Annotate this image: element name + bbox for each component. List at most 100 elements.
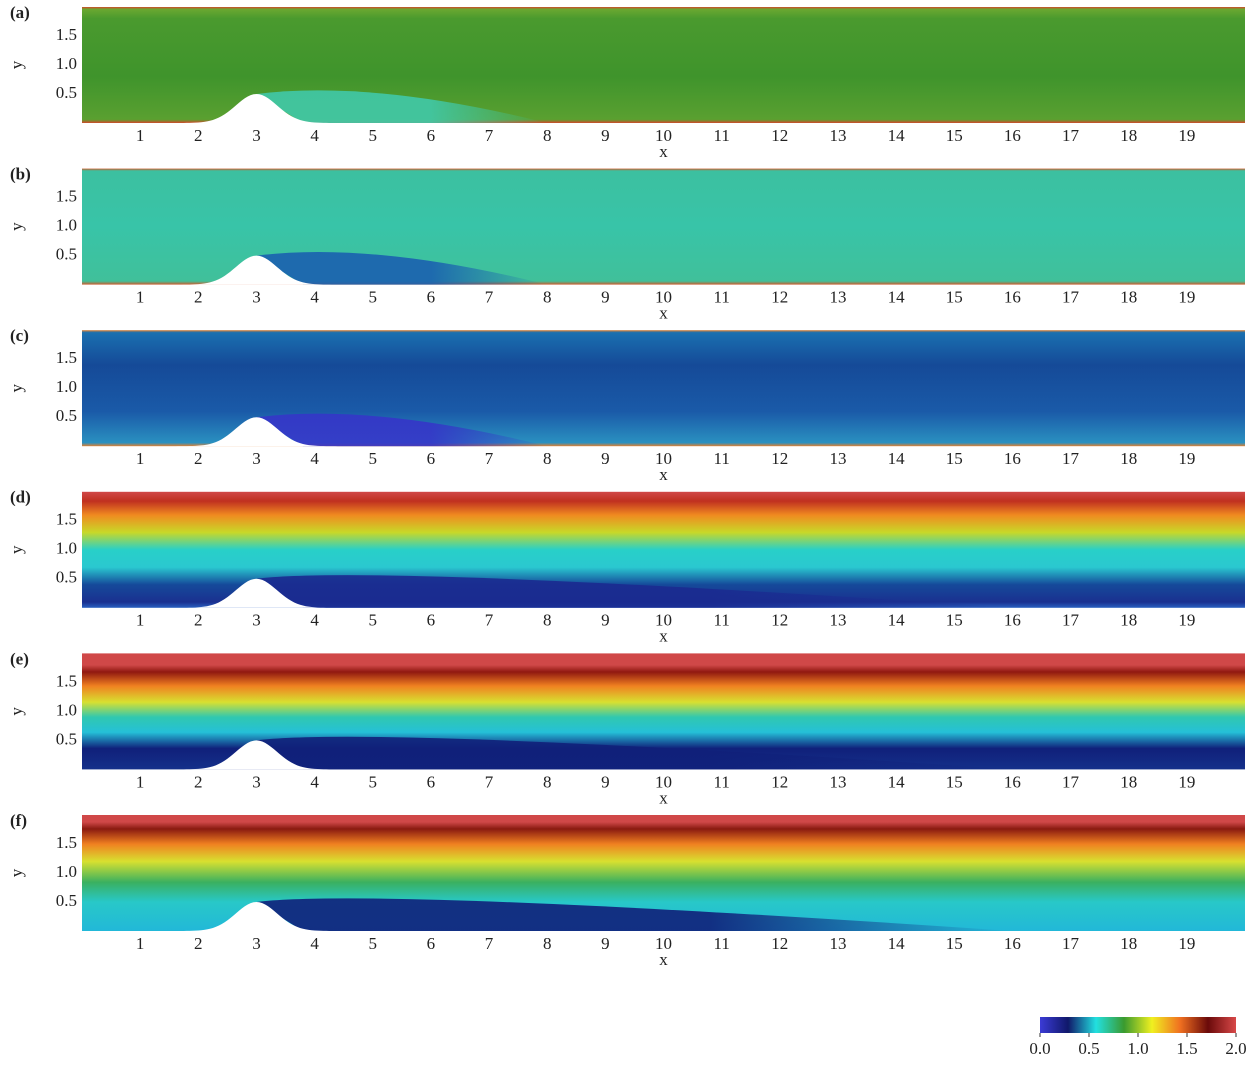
panel-label: (c) bbox=[10, 326, 29, 345]
colorbar bbox=[1040, 1017, 1236, 1033]
x-tick-label: 4 bbox=[310, 126, 319, 145]
y-axis-label: y bbox=[7, 868, 26, 877]
panel-label: (f) bbox=[10, 811, 27, 830]
x-tick-label: 2 bbox=[194, 288, 203, 307]
x-tick-label: 16 bbox=[1004, 126, 1021, 145]
x-tick-label: 5 bbox=[369, 288, 378, 307]
colorbar-tick-label: 1.5 bbox=[1176, 1039, 1197, 1058]
y-tick-label: 1.0 bbox=[56, 54, 77, 73]
x-tick-label: 9 bbox=[601, 126, 610, 145]
x-tick-label: 19 bbox=[1178, 772, 1195, 791]
figure: (a)yx123456789101112131415161718190.51.0… bbox=[0, 0, 1260, 1063]
x-tick-label: 6 bbox=[427, 288, 436, 307]
x-tick-label: 13 bbox=[829, 449, 846, 468]
y-axis-label: y bbox=[7, 222, 26, 231]
panel-label: (d) bbox=[10, 488, 31, 507]
y-tick-label: 1.5 bbox=[56, 25, 77, 44]
colorbar-tick-label: 0.0 bbox=[1029, 1039, 1050, 1058]
x-tick-label: 6 bbox=[427, 611, 436, 630]
x-tick-label: 5 bbox=[369, 449, 378, 468]
x-tick-label: 15 bbox=[946, 934, 963, 953]
x-tick-label: 12 bbox=[771, 934, 788, 953]
x-tick-label: 1 bbox=[136, 772, 145, 791]
x-tick-label: 6 bbox=[427, 126, 436, 145]
y-tick-label: 0.5 bbox=[56, 83, 77, 102]
x-tick-label: 5 bbox=[369, 611, 378, 630]
x-tick-label: 3 bbox=[252, 611, 261, 630]
x-tick-label: 5 bbox=[369, 772, 378, 791]
x-tick-label: 1 bbox=[136, 611, 145, 630]
x-tick-label: 11 bbox=[713, 288, 729, 307]
x-tick-label: 10 bbox=[655, 449, 672, 468]
x-tick-label: 8 bbox=[543, 126, 552, 145]
x-tick-label: 13 bbox=[829, 934, 846, 953]
x-tick-label: 17 bbox=[1062, 288, 1080, 307]
x-tick-label: 9 bbox=[601, 611, 610, 630]
x-tick-label: 8 bbox=[543, 934, 552, 953]
x-tick-label: 3 bbox=[252, 449, 261, 468]
x-tick-label: 10 bbox=[655, 288, 672, 307]
x-tick-label: 18 bbox=[1120, 772, 1137, 791]
x-tick-label: 8 bbox=[543, 772, 552, 791]
x-tick-label: 11 bbox=[713, 772, 729, 791]
x-tick-label: 10 bbox=[655, 611, 672, 630]
x-tick-label: 2 bbox=[194, 449, 203, 468]
y-axis-label: y bbox=[7, 60, 26, 69]
x-tick-label: 7 bbox=[485, 934, 494, 953]
x-tick-label: 18 bbox=[1120, 934, 1137, 953]
x-tick-label: 13 bbox=[829, 126, 846, 145]
x-tick-label: 11 bbox=[713, 611, 729, 630]
x-tick-label: 13 bbox=[829, 772, 846, 791]
x-tick-label: 11 bbox=[713, 449, 729, 468]
x-tick-label: 19 bbox=[1178, 288, 1195, 307]
x-tick-label: 9 bbox=[601, 772, 610, 791]
x-tick-label: 7 bbox=[485, 126, 494, 145]
x-tick-label: 7 bbox=[485, 772, 494, 791]
x-tick-label: 12 bbox=[771, 611, 788, 630]
x-tick-label: 11 bbox=[713, 126, 729, 145]
y-tick-label: 1.5 bbox=[56, 833, 77, 852]
colorbar-tick-label: 2.0 bbox=[1225, 1039, 1246, 1058]
y-tick-label: 0.5 bbox=[56, 568, 77, 587]
x-tick-label: 14 bbox=[888, 934, 906, 953]
x-tick-label: 19 bbox=[1178, 611, 1195, 630]
x-tick-label: 10 bbox=[655, 772, 672, 791]
panel-label: (b) bbox=[10, 165, 31, 184]
x-tick-label: 7 bbox=[485, 449, 494, 468]
x-tick-label: 9 bbox=[601, 934, 610, 953]
x-tick-label: 12 bbox=[771, 449, 788, 468]
x-tick-label: 4 bbox=[310, 288, 319, 307]
x-tick-label: 2 bbox=[194, 611, 203, 630]
x-tick-label: 9 bbox=[601, 288, 610, 307]
x-tick-label: 15 bbox=[946, 772, 963, 791]
x-tick-label: 16 bbox=[1004, 934, 1021, 953]
x-tick-label: 8 bbox=[543, 449, 552, 468]
x-tick-label: 15 bbox=[946, 126, 963, 145]
x-tick-label: 17 bbox=[1062, 772, 1080, 791]
x-tick-label: 10 bbox=[655, 934, 672, 953]
x-tick-label: 18 bbox=[1120, 288, 1137, 307]
x-tick-label: 16 bbox=[1004, 772, 1021, 791]
y-tick-label: 1.0 bbox=[56, 539, 77, 558]
x-tick-label: 12 bbox=[771, 288, 788, 307]
x-tick-label: 7 bbox=[485, 611, 494, 630]
y-tick-label: 1.5 bbox=[56, 187, 77, 206]
x-tick-label: 14 bbox=[888, 126, 906, 145]
x-tick-label: 17 bbox=[1062, 611, 1080, 630]
x-tick-label: 9 bbox=[601, 449, 610, 468]
y-tick-label: 1.5 bbox=[56, 671, 77, 690]
y-tick-label: 0.5 bbox=[56, 729, 77, 748]
x-tick-label: 17 bbox=[1062, 449, 1080, 468]
x-tick-label: 3 bbox=[252, 288, 261, 307]
x-tick-label: 2 bbox=[194, 934, 203, 953]
y-tick-label: 1.5 bbox=[56, 510, 77, 529]
x-tick-label: 17 bbox=[1062, 126, 1080, 145]
y-tick-label: 0.5 bbox=[56, 891, 77, 910]
x-tick-label: 1 bbox=[136, 288, 145, 307]
x-tick-label: 15 bbox=[946, 611, 963, 630]
colorbar-tick-label: 1.0 bbox=[1127, 1039, 1148, 1058]
x-tick-label: 4 bbox=[310, 934, 319, 953]
y-tick-label: 1.0 bbox=[56, 377, 77, 396]
x-tick-label: 2 bbox=[194, 126, 203, 145]
x-tick-label: 18 bbox=[1120, 126, 1137, 145]
